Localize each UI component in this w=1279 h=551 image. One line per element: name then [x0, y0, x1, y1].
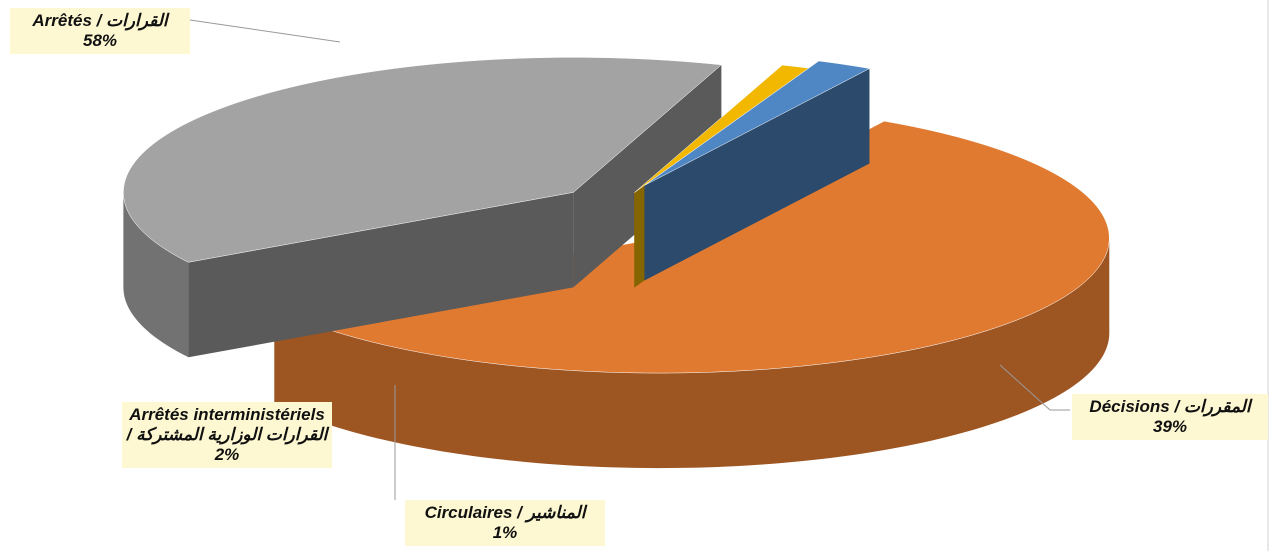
- slice-name: Décisions / المقررات: [1089, 397, 1251, 416]
- slice-name: Arrêtés interministériels / القرارات الو…: [126, 405, 328, 444]
- leader-line: [999, 364, 1070, 411]
- data-label: Circulaires / المناشير 1%: [405, 500, 605, 546]
- leader-line: [189, 19, 341, 43]
- slice: [644, 60, 871, 186]
- slices: [123, 57, 1110, 469]
- slice-side: [188, 192, 574, 358]
- slice-value: 1%: [492, 523, 518, 542]
- data-label: Arrêtés / القرارات 58%: [10, 8, 190, 54]
- slice-value: 39%: [1152, 417, 1188, 436]
- slice-value: 2%: [214, 445, 240, 464]
- slice-name: Arrêtés / القرارات: [32, 11, 168, 30]
- data-label: Décisions / المقررات 39%: [1072, 394, 1268, 440]
- slice: [123, 57, 722, 263]
- slice-side: [573, 64, 722, 288]
- slice-value: 58%: [82, 31, 118, 50]
- slice-name: Circulaires / المناشير: [424, 503, 586, 522]
- slice-wall: [123, 192, 189, 358]
- slice-wall: [274, 238, 1110, 469]
- slice-side: [644, 68, 870, 281]
- data-label: Arrêtés interministériels / القرارات الو…: [122, 402, 332, 468]
